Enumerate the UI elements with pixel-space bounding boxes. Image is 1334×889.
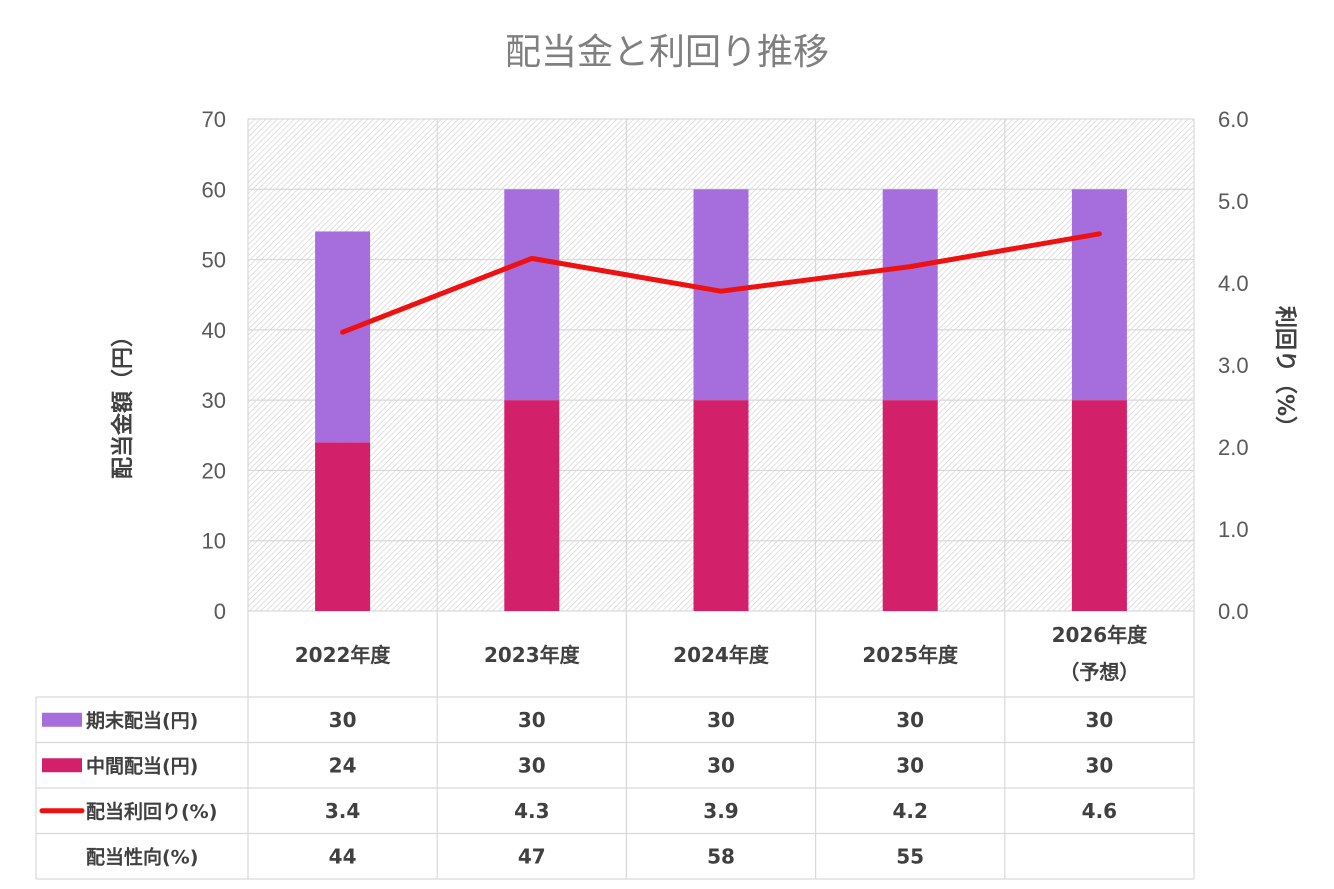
y2-tick-label: 5.0: [1218, 189, 1249, 214]
category-label: 2026年度: [1052, 623, 1149, 647]
left-axis-title: 配当金額（円）: [110, 325, 136, 479]
y-tick-label: 50: [202, 248, 226, 273]
y2-tick-label: 6.0: [1218, 107, 1249, 132]
table-cell: 3.9: [703, 799, 738, 823]
table-cell: 30: [896, 708, 924, 732]
chart-title: 配当金と利回り推移: [505, 32, 829, 73]
y2-tick-label: 1.0: [1218, 517, 1249, 542]
y-tick-label: 30: [202, 388, 226, 413]
category-label: 2025年度: [862, 643, 959, 667]
y-tick-label: 20: [202, 458, 226, 483]
right-axis-title: 利回り（%）: [1272, 306, 1297, 438]
bar-year-end-dividend: [693, 189, 749, 401]
category-label: 2023年度: [484, 643, 581, 667]
table-cell: 30: [1085, 753, 1113, 777]
bar-interim-dividend: [882, 400, 938, 611]
table-cell: 4.2: [892, 799, 927, 823]
y2-tick-label: 0.0: [1218, 599, 1249, 624]
y2-tick-label: 4.0: [1218, 271, 1249, 296]
table-cell: 24: [329, 753, 357, 777]
bar-series: [315, 189, 1127, 611]
bar-interim-dividend: [315, 442, 371, 611]
y2-tick-label: 3.0: [1218, 353, 1249, 378]
category-label: 2024年度: [673, 643, 770, 667]
right-axis-ticks: 0.0 1.0 2.0 3.0 4.0 5.0 6.0: [1218, 107, 1249, 624]
y-tick-label: 0: [214, 599, 226, 624]
table-cell: 3.4: [325, 799, 360, 823]
table-cell: 30: [707, 753, 735, 777]
row-label: 期末配当(円): [86, 709, 198, 732]
y-tick-label: 60: [202, 177, 226, 202]
data-table: 2022年度 2023年度 2024年度 2025年度 2026年度 （予想） 期末配当(円…: [35, 623, 1195, 880]
bar-interim-dividend: [693, 400, 749, 611]
table-cell: 4.6: [1082, 799, 1117, 823]
legend-swatch: [42, 712, 82, 727]
y-tick-label: 40: [202, 318, 226, 343]
row-label: 中間配当(円): [86, 754, 198, 777]
table-cell: 30: [707, 708, 735, 732]
y-tick-label: 70: [202, 107, 226, 132]
bar-year-end-dividend: [504, 189, 560, 401]
left-axis-ticks: 0 10 20 30 40 50 60 70: [202, 107, 226, 624]
bar-interim-dividend: [1071, 400, 1127, 611]
bar-year-end-dividend: [315, 231, 371, 443]
table-cell: 58: [707, 844, 735, 868]
y2-tick-label: 2.0: [1218, 435, 1249, 460]
table-cell: 55: [896, 844, 924, 868]
row-label: 配当性向(%): [86, 845, 198, 868]
table-cell: 30: [896, 753, 924, 777]
table-cell: 4.3: [514, 799, 549, 823]
legend-swatch: [42, 758, 82, 773]
bar-year-end-dividend: [882, 189, 938, 401]
table-cell: 30: [518, 753, 546, 777]
category-label: 2022年度: [295, 643, 392, 667]
bar-year-end-dividend: [1071, 189, 1127, 401]
category-label-sub: （予想）: [1059, 660, 1139, 684]
table-cell: 30: [518, 708, 546, 732]
table-cell: 47: [518, 844, 546, 868]
y-tick-label: 10: [202, 529, 226, 554]
yield-line-series: [340, 231, 1102, 335]
table-cell: 30: [329, 708, 357, 732]
table-cell: 30: [1085, 708, 1113, 732]
row-label: 配当利回り(%): [86, 800, 217, 823]
bar-interim-dividend: [504, 400, 560, 611]
table-cell: 44: [329, 844, 357, 868]
